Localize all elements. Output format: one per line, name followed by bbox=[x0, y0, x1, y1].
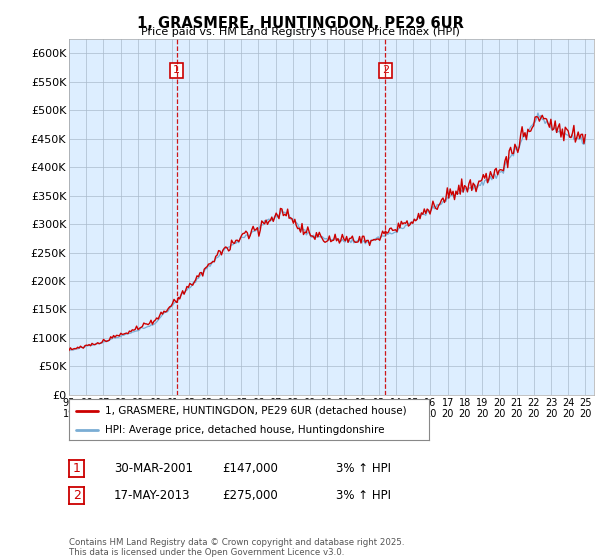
Text: 30-MAR-2001: 30-MAR-2001 bbox=[114, 462, 193, 475]
Text: 3% ↑ HPI: 3% ↑ HPI bbox=[336, 462, 391, 475]
Text: 17-MAY-2013: 17-MAY-2013 bbox=[114, 489, 191, 502]
Text: HPI: Average price, detached house, Huntingdonshire: HPI: Average price, detached house, Hunt… bbox=[105, 424, 385, 435]
Text: £147,000: £147,000 bbox=[222, 462, 278, 475]
Text: Contains HM Land Registry data © Crown copyright and database right 2025.
This d: Contains HM Land Registry data © Crown c… bbox=[69, 538, 404, 557]
Text: 1: 1 bbox=[173, 66, 180, 76]
Text: 3% ↑ HPI: 3% ↑ HPI bbox=[336, 489, 391, 502]
Text: Price paid vs. HM Land Registry's House Price Index (HPI): Price paid vs. HM Land Registry's House … bbox=[140, 27, 460, 37]
Text: 1: 1 bbox=[73, 462, 80, 475]
Text: 2: 2 bbox=[73, 489, 80, 502]
Text: 2: 2 bbox=[382, 66, 389, 76]
Text: £275,000: £275,000 bbox=[222, 489, 278, 502]
Text: 1, GRASMERE, HUNTINGDON, PE29 6UR: 1, GRASMERE, HUNTINGDON, PE29 6UR bbox=[137, 16, 463, 31]
Text: 1, GRASMERE, HUNTINGDON, PE29 6UR (detached house): 1, GRASMERE, HUNTINGDON, PE29 6UR (detac… bbox=[105, 405, 407, 416]
